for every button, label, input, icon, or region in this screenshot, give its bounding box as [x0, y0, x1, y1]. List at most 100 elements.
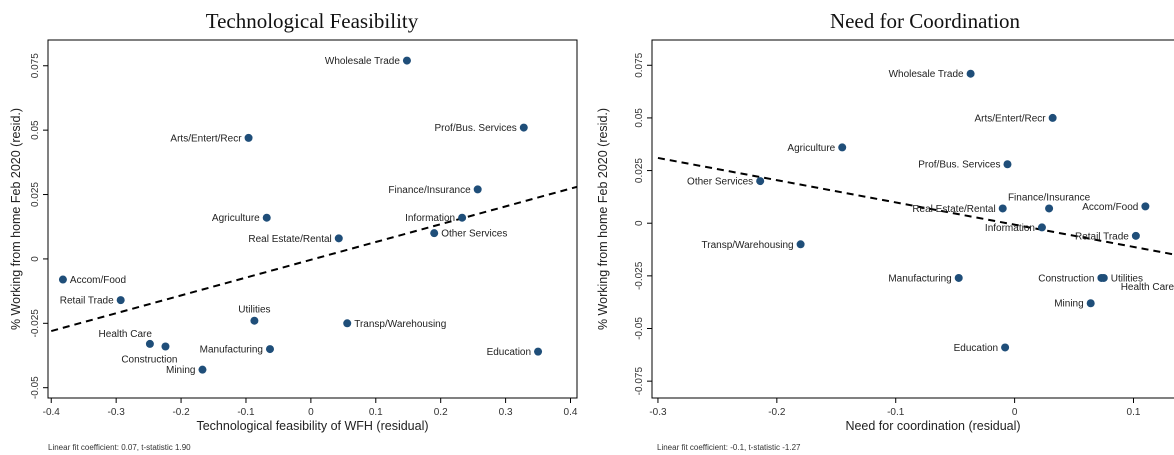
data-point-wholesale-trade [402, 56, 411, 65]
data-point-arts-entert-recr [244, 133, 253, 142]
data-point-utilities [250, 316, 259, 325]
data-point-education [1001, 343, 1010, 352]
plot-frame [651, 39, 1174, 399]
data-point-prof-bus-services [1003, 160, 1012, 169]
data-point-health-care [145, 339, 154, 348]
x-tick-label: 0 [1012, 407, 1018, 418]
data-point-accom-food [1141, 202, 1150, 211]
y-axis-title: % Working from home Feb 2020 (resid.) [596, 108, 610, 330]
point-label-retail-trade: Retail Trade [60, 296, 114, 307]
data-point-real-estate-rental [998, 204, 1007, 213]
point-label-real-estate-rental: Real Estate/Rental [248, 234, 331, 245]
point-label-manufacturing: Manufacturing [888, 273, 951, 284]
plot-frame [47, 39, 578, 399]
data-point-agriculture [838, 143, 847, 152]
scatter-plot-right: Need for Coordination -0.3 -0.2 -0.1 0 0.1 -0.… [596, 9, 1174, 452]
plot-area [657, 69, 1174, 352]
data-point-transp-warehousing [796, 240, 805, 249]
data-point-other-services [430, 229, 439, 238]
data-point-wholesale-trade [966, 69, 975, 78]
y-tick-label: 0 [634, 220, 645, 226]
point-label-arts-entert-recr: Arts/Entert/Recr [170, 133, 242, 144]
data-point-utilities [1099, 273, 1108, 282]
point-label-accom-food: Accom/Food [70, 275, 126, 286]
x-tick-label: -0.1 [887, 407, 905, 418]
point-label-other-services: Other Services [441, 229, 507, 240]
fit-note: Linear fit coefficient: 0.07, t-statisti… [48, 443, 191, 452]
chart-technological-feasibility: Technological Feasibility -0.4 -0.3 -0.2 -0.… [9, 9, 578, 452]
x-tick-label: -0.1 [237, 407, 255, 418]
point-label-mining: Mining [166, 365, 195, 376]
chart-need-for-coordination: Need for Coordination -0.3 -0.2 -0.1 0 0.1 -0.… [587, 0, 1174, 455]
point-label-finance-insurance: Finance/Insurance [1008, 192, 1091, 203]
data-point-retail-trade [116, 296, 125, 305]
point-label-health-care: Health Care [99, 329, 153, 340]
point-label-real-estate-rental: Real Estate/Rental [912, 204, 995, 215]
point-label-education: Education [487, 347, 531, 358]
x-axis-title: Technological feasibility of WFH (residu… [196, 419, 428, 433]
y-tick-label: -0.075 [634, 367, 645, 396]
linear-fit-line [657, 156, 1174, 256]
y-tick-label: 0.025 [30, 182, 41, 207]
data-point-finance-insurance [473, 185, 482, 194]
data-point-information [1037, 223, 1046, 232]
data-point-retail-trade [1131, 231, 1140, 240]
data-point-agriculture [262, 213, 271, 222]
data-point-arts-entert-recr [1048, 113, 1057, 122]
point-label-transp-warehousing: Transp/Warehousing [354, 319, 446, 330]
point-label-utilities: Utilities [238, 305, 270, 316]
point-label-mining: Mining [1054, 299, 1083, 310]
x-tick-label: 0.3 [499, 407, 513, 418]
point-label-wholesale-trade: Wholesale Trade [889, 69, 964, 80]
data-point-education [534, 347, 543, 356]
data-point-mining [1086, 299, 1095, 308]
point-label-wholesale-trade: Wholesale Trade [325, 56, 400, 67]
point-label-health-care: Health Care [1121, 282, 1174, 293]
data-point-construction [161, 342, 170, 351]
point-label-other-services: Other Services [687, 177, 753, 188]
x-tick-label: -0.2 [768, 407, 786, 418]
scatter-plot-left: Technological Feasibility -0.4 -0.3 -0.2 -0.… [9, 9, 578, 452]
y-axis-title: % Working from home Feb 2020 (resid.) [9, 108, 23, 330]
data-point-information [458, 213, 467, 222]
x-tick-label: -0.2 [172, 407, 190, 418]
x-tick-label: -0.4 [43, 407, 61, 418]
point-label-arts-entert-recr: Arts/Entert/Recr [975, 113, 1047, 124]
y-tick-label: 0.075 [30, 53, 41, 78]
point-label-information: Information [405, 213, 455, 224]
linear-fit-line [50, 185, 577, 333]
point-label-education: Education [954, 343, 998, 354]
point-label-construction: Construction [121, 354, 177, 365]
x-tick-label: -0.3 [108, 407, 126, 418]
y-tick-label: -0.025 [30, 309, 41, 338]
y-tick-label: -0.05 [30, 376, 41, 399]
x-tick-label: 0.1 [369, 407, 383, 418]
point-label-agriculture: Agriculture [212, 213, 260, 224]
data-point-real-estate-rental [334, 234, 343, 243]
data-point-transp-warehousing [343, 319, 352, 328]
x-tick-label: -0.3 [649, 407, 667, 418]
x-tick-label: 0 [308, 407, 314, 418]
point-label-prof-bus-services: Prof/Bus. Services [918, 160, 1000, 171]
point-label-retail-trade: Retail Trade [1075, 231, 1129, 242]
point-label-prof-bus-services: Prof/Bus. Services [435, 123, 517, 134]
y-tick-label: 0.05 [634, 108, 645, 128]
plot-area [50, 56, 577, 374]
data-point-other-services [756, 177, 765, 186]
point-label-utilities: Utilities [1111, 273, 1143, 284]
chart-title: Technological Feasibility [206, 9, 419, 33]
chart-title: Need for Coordination [830, 9, 1021, 33]
data-point-manufacturing [265, 345, 274, 354]
y-tick-label: -0.05 [634, 317, 645, 340]
data-point-finance-insurance [1045, 204, 1054, 213]
x-tick-label: 0.2 [434, 407, 448, 418]
data-point-accom-food [58, 275, 67, 284]
data-point-manufacturing [954, 273, 963, 282]
fit-note: Linear fit coefficient: -0.1, t-statisti… [657, 443, 801, 452]
y-tick-label: 0.075 [634, 52, 645, 77]
x-tick-label: 0.1 [1127, 407, 1141, 418]
y-tick-label: 0.05 [30, 120, 41, 140]
point-label-transp-warehousing: Transp/Warehousing [702, 240, 794, 251]
point-label-agriculture: Agriculture [787, 143, 835, 154]
y-tick-label: 0.025 [634, 158, 645, 183]
